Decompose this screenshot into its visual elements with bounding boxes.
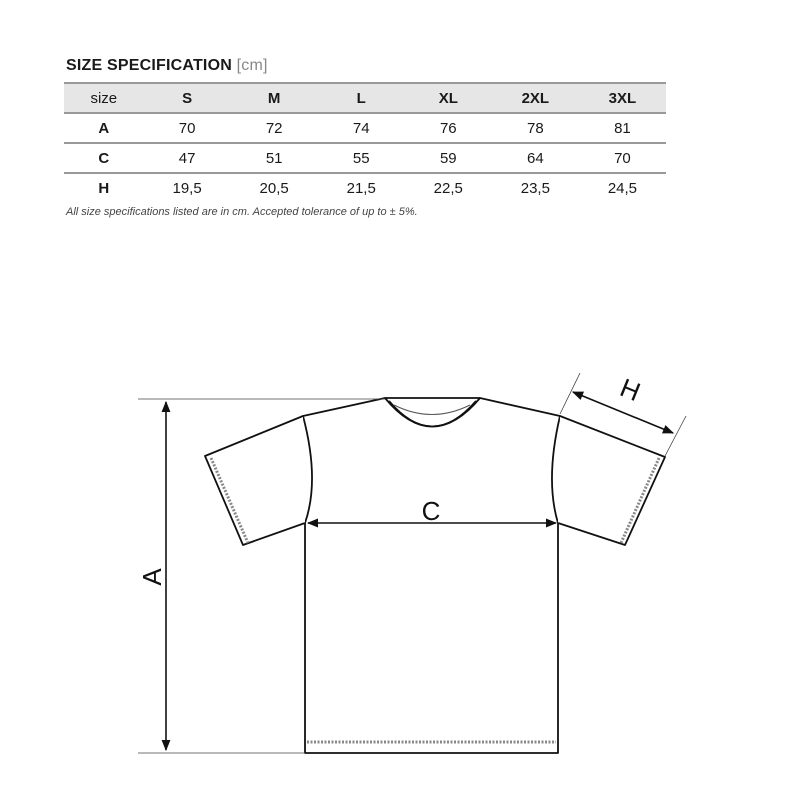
tolerance-note: All size specifications listed are in cm… xyxy=(66,206,418,218)
cell: 23,5 xyxy=(520,179,550,197)
shirt-collar xyxy=(385,397,480,428)
row-label: A xyxy=(64,113,144,144)
label-a: A xyxy=(137,568,167,586)
cell: 51 xyxy=(230,143,318,174)
cell: 64 xyxy=(491,143,579,174)
cell: 55 xyxy=(317,143,405,174)
cell: 70 xyxy=(143,113,231,144)
cell: 78 xyxy=(491,113,579,144)
cell: 19,5 xyxy=(172,179,202,197)
cell: 47 xyxy=(143,143,231,174)
unit-label: [cm] xyxy=(236,57,268,74)
cell: 21,5 xyxy=(346,179,376,197)
cell: 20,5 xyxy=(259,179,289,197)
header-cell: L xyxy=(317,82,405,114)
left-sleeve xyxy=(204,415,306,546)
dimension-h-arrow xyxy=(571,391,675,434)
table-row: H 19,5 20,5 21,5 22,5 23,5 24,5 xyxy=(64,173,666,202)
cell: 59 xyxy=(404,143,492,174)
size-table: size S M L XL 2XL 3XL A 70 72 74 76 78 8… xyxy=(64,82,666,202)
header-cell: M xyxy=(230,82,318,114)
cell: 22,5 xyxy=(433,179,463,197)
table-row: A 70 72 74 76 78 81 xyxy=(64,113,666,144)
cell: 24,5 xyxy=(607,179,638,197)
table-header-row: size S M L XL 2XL 3XL xyxy=(64,82,666,114)
cell: 72 xyxy=(230,113,318,144)
header-cell: S xyxy=(143,82,231,114)
cell: 76 xyxy=(404,113,492,144)
page-title: SIZE SPECIFICATION [cm] xyxy=(66,57,268,75)
label-c: C xyxy=(422,496,441,526)
header-cell: XL xyxy=(404,82,492,114)
header-cell: size xyxy=(64,82,144,114)
row-label: C xyxy=(64,143,144,174)
header-cell: 3XL xyxy=(578,82,666,114)
row-label: H xyxy=(98,179,110,197)
header-cell: 2XL xyxy=(491,82,579,114)
shirt-body xyxy=(302,397,561,754)
cell: 81 xyxy=(578,113,666,144)
cell: 74 xyxy=(317,113,405,144)
right-sleeve xyxy=(557,415,666,546)
label-h: H xyxy=(616,372,645,407)
table-row: C 47 51 55 59 64 70 xyxy=(64,143,666,174)
cell: 70 xyxy=(578,143,666,174)
title-text: SIZE SPECIFICATION xyxy=(66,57,232,74)
